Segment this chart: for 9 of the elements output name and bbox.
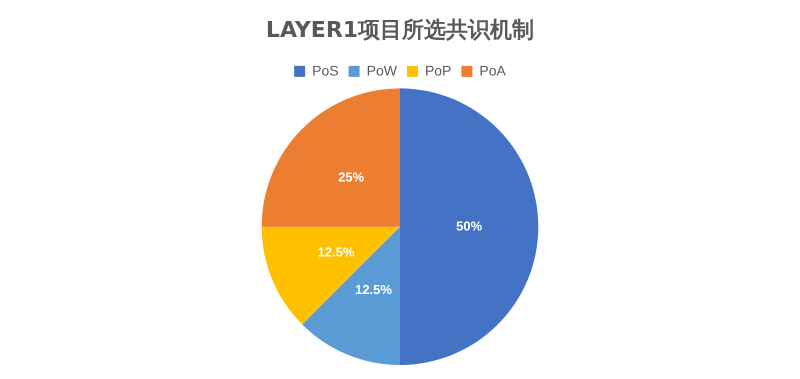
data-label: 50% [456, 218, 483, 234]
legend-label: PoW [366, 62, 398, 78]
legend-label: PoP [424, 62, 452, 78]
data-label: 12.5% [318, 244, 355, 260]
legend-label: PoS [312, 62, 339, 78]
chart-title: LAYER1项目所选共识机制 [266, 18, 534, 43]
data-label: 25% [338, 169, 365, 184]
legend-label: PoA [479, 62, 507, 78]
data-label: 12.5% [355, 282, 392, 298]
